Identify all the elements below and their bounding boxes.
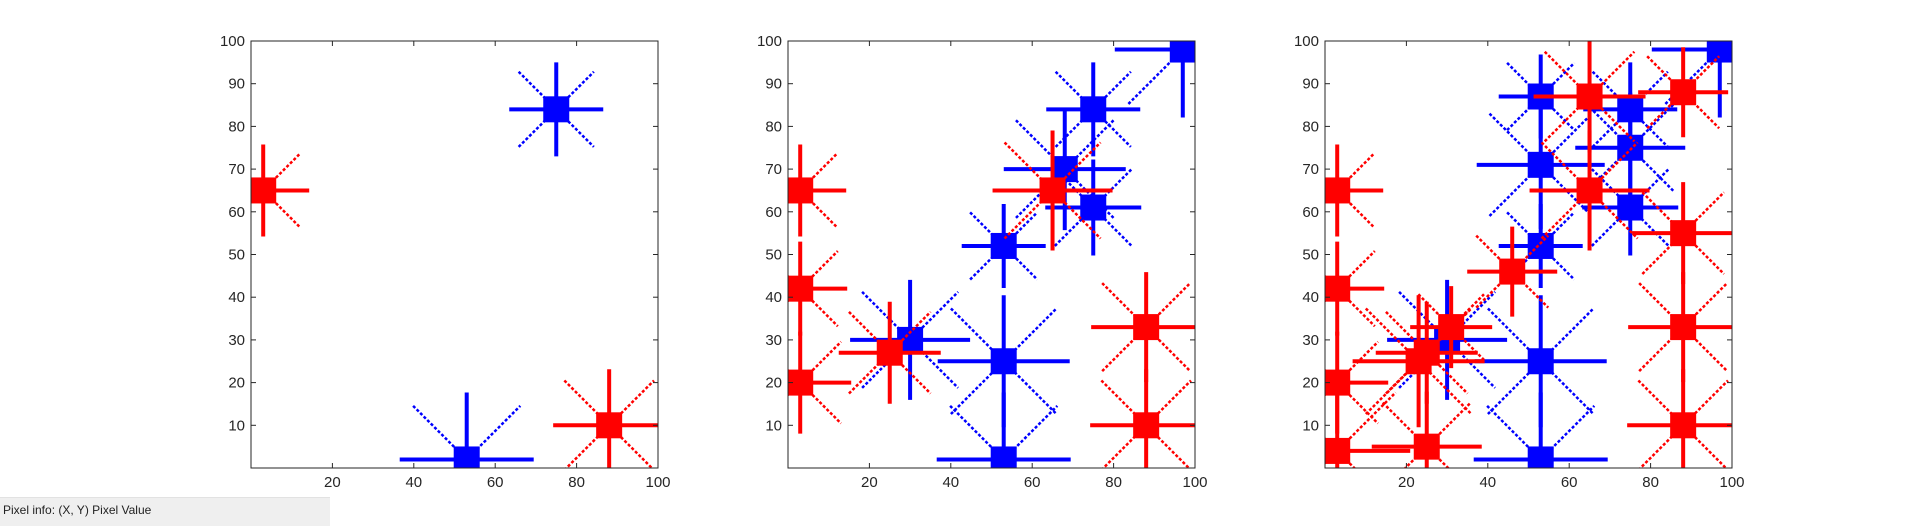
- y-tick-label: 60: [228, 204, 245, 221]
- x-tick-label: 80: [1105, 474, 1122, 491]
- scatter-panel-3: 20 40 60 80 100 10 20 30 40 50 60 70 80 90 100: [1294, 33, 1745, 491]
- pixel-info-status-bar: Pixel info: (X, Y) Pixel Value: [0, 497, 330, 526]
- x-tick-label: 40: [942, 474, 959, 491]
- x-tick-label: 60: [1024, 474, 1041, 491]
- blue-data-point: [1476, 100, 1605, 229]
- x-tick-label: 100: [645, 474, 670, 491]
- y-tick-label: 70: [228, 161, 245, 178]
- y-tick-label: 20: [765, 375, 782, 392]
- y-tick-label: 80: [228, 118, 245, 135]
- y-tick-label: 40: [765, 289, 782, 306]
- x-tick-label: 60: [487, 474, 504, 491]
- scatter-panel-2: 20 40 60 80 100 10 20 30 40 50 60 70 80 90 100: [757, 33, 1208, 491]
- x-tick-label: 100: [1182, 474, 1207, 491]
- blue-data-point: [399, 392, 534, 468]
- y-tick-label: 40: [1302, 289, 1319, 306]
- red-data-point: [553, 369, 658, 468]
- y-tick-label: 100: [220, 33, 245, 50]
- red-data-point: [1627, 369, 1732, 468]
- red-data-point: [1325, 377, 1411, 468]
- x-tick-label: 20: [861, 474, 878, 491]
- y-tick-label: 100: [1294, 33, 1319, 50]
- pixel-info-label: Pixel info: (X, Y) Pixel Value: [3, 503, 152, 517]
- y-tick-label: 50: [765, 247, 782, 264]
- red-data-point: [788, 241, 848, 336]
- x-tick-label: 60: [1561, 474, 1578, 491]
- red-data-point: [1533, 41, 1646, 153]
- x-tick-label: 20: [1398, 474, 1415, 491]
- blue-data-point: [1474, 295, 1607, 428]
- y-tick-label: 90: [228, 76, 245, 93]
- x-tick-label: 80: [1642, 474, 1659, 491]
- y-tick-label: 10: [765, 417, 782, 434]
- blue-data-point: [1046, 62, 1141, 157]
- y-tick-label: 30: [765, 332, 782, 349]
- y-tick-label: 100: [757, 33, 782, 50]
- y-tick-label: 70: [765, 161, 782, 178]
- red-data-point: [788, 144, 847, 237]
- red-data-point: [251, 144, 310, 237]
- red-data-point: [1632, 182, 1732, 285]
- red-data-point: [1371, 391, 1482, 468]
- red-data-point: [1091, 272, 1195, 383]
- y-tick-label: 10: [228, 417, 245, 434]
- blue-data-point: [1575, 92, 1686, 203]
- red-data-point: [1410, 286, 1493, 369]
- blue-data-point: [937, 295, 1070, 428]
- y-tick-label: 90: [765, 76, 782, 93]
- red-data-point: [838, 301, 941, 404]
- red-data-point: [1090, 369, 1195, 468]
- y-tick-label: 50: [228, 247, 245, 264]
- y-tick-label: 30: [1302, 332, 1319, 349]
- marker-layer: [1325, 41, 1732, 468]
- y-tick-label: 40: [228, 289, 245, 306]
- x-tick-label: 40: [1479, 474, 1496, 491]
- blue-data-point: [1114, 41, 1195, 118]
- red-data-point: [1467, 226, 1558, 317]
- x-tick-label: 100: [1719, 474, 1744, 491]
- red-data-point: [1628, 272, 1732, 383]
- y-tick-label: 10: [1302, 417, 1319, 434]
- y-tick-label: 70: [1302, 161, 1319, 178]
- scatter-panel-1: 20 40 60 80 100 10 20 30 40 50 60 70 80 90 100: [220, 33, 671, 491]
- x-tick-label: 20: [324, 474, 341, 491]
- blue-data-point: [1045, 159, 1142, 256]
- blue-data-point: [961, 203, 1046, 288]
- y-tick-label: 60: [1302, 204, 1319, 221]
- marker-layer: [251, 62, 658, 468]
- y-tick-label: 60: [765, 204, 782, 221]
- y-tick-label: 90: [1302, 76, 1319, 93]
- x-tick-label: 80: [568, 474, 585, 491]
- red-data-point: [1325, 144, 1384, 237]
- red-data-point: [1638, 47, 1729, 138]
- y-tick-label: 80: [765, 118, 782, 135]
- plot-area: [250, 40, 659, 469]
- y-tick-label: 80: [1302, 118, 1319, 135]
- y-tick-label: 50: [1302, 247, 1319, 264]
- blue-data-point: [509, 62, 604, 157]
- y-tick-label: 20: [1302, 375, 1319, 392]
- figure-canvas: 20 40 60 80 100 10 20 30 40 50 60 70 80 90 100 20 40 60 8…: [220, 33, 1745, 491]
- red-data-point: [788, 331, 852, 434]
- y-tick-label: 30: [228, 332, 245, 349]
- red-data-point: [992, 130, 1113, 251]
- x-tick-label: 40: [405, 474, 422, 491]
- y-tick-label: 20: [228, 375, 245, 392]
- marker-layer: [788, 41, 1195, 468]
